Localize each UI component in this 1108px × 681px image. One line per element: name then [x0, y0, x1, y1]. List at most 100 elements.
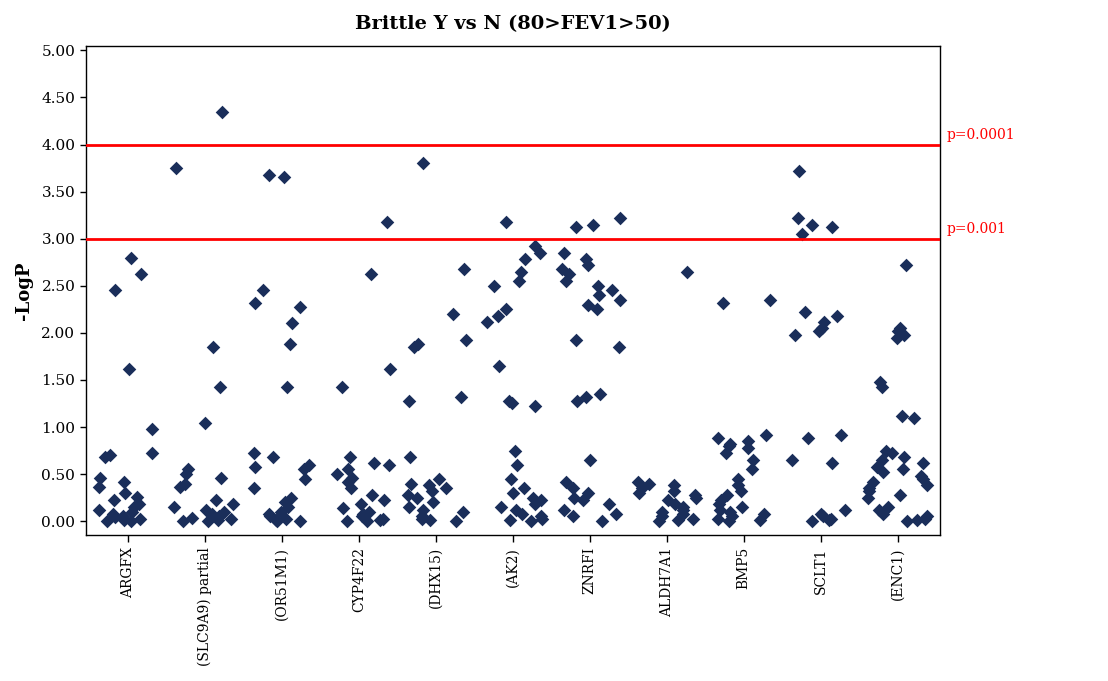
Point: [507, 505, 525, 516]
Point: [873, 382, 891, 393]
Point: [870, 505, 888, 516]
Point: [362, 269, 380, 280]
Point: [783, 454, 801, 465]
Point: [718, 490, 736, 501]
Point: [400, 395, 418, 406]
Point: [276, 497, 294, 508]
Point: [557, 276, 575, 287]
Point: [291, 516, 309, 526]
Point: [532, 495, 550, 506]
Point: [628, 476, 646, 487]
Point: [874, 508, 892, 519]
Point: [810, 326, 828, 336]
Point: [868, 461, 885, 472]
Point: [879, 502, 896, 513]
Point: [90, 482, 107, 493]
Point: [515, 483, 533, 494]
Point: [739, 436, 757, 447]
Point: [733, 502, 751, 513]
Point: [577, 392, 595, 402]
Point: [533, 514, 551, 525]
Point: [659, 495, 677, 506]
Point: [883, 448, 901, 459]
Point: [203, 508, 220, 519]
Point: [815, 316, 833, 327]
Point: [721, 507, 739, 518]
Point: [565, 492, 583, 503]
Point: [891, 490, 909, 501]
Point: [197, 505, 215, 516]
Point: [413, 158, 431, 169]
Point: [504, 488, 522, 498]
Point: [277, 514, 295, 525]
Point: [283, 492, 300, 503]
Point: [300, 459, 318, 470]
Point: [555, 247, 573, 258]
Point: [105, 495, 123, 506]
Point: [378, 217, 396, 227]
Point: [176, 478, 194, 489]
Point: [352, 511, 370, 522]
Point: [513, 508, 531, 519]
Point: [106, 512, 124, 523]
Point: [246, 483, 264, 494]
Point: [743, 454, 761, 465]
Point: [254, 285, 271, 296]
Point: [516, 254, 534, 265]
Point: [709, 514, 727, 525]
Point: [729, 480, 747, 491]
Point: [246, 461, 264, 472]
Point: [381, 459, 399, 470]
Point: [92, 473, 110, 484]
Point: [204, 342, 222, 353]
Point: [555, 505, 573, 516]
Point: [339, 476, 357, 487]
Point: [860, 492, 878, 503]
Point: [914, 458, 932, 469]
Point: [267, 515, 285, 526]
Title: Brittle Y vs N (80>FEV1>50): Brittle Y vs N (80>FEV1>50): [355, 15, 670, 33]
Point: [526, 401, 544, 412]
Point: [130, 498, 147, 509]
Point: [268, 516, 286, 526]
Point: [832, 429, 850, 440]
Point: [742, 464, 760, 475]
Point: [640, 478, 658, 489]
Point: [335, 503, 352, 513]
Point: [522, 516, 540, 526]
Text: p=0.001: p=0.001: [947, 222, 1007, 236]
Point: [526, 498, 544, 509]
Point: [265, 452, 283, 462]
Point: [711, 505, 729, 516]
Point: [213, 473, 230, 484]
Point: [452, 392, 470, 402]
Point: [492, 502, 510, 513]
Point: [123, 507, 141, 518]
Point: [500, 395, 517, 406]
Point: [352, 498, 370, 509]
Point: [669, 515, 687, 526]
Point: [820, 515, 838, 526]
Point: [799, 433, 817, 444]
Point: [283, 318, 300, 329]
Point: [761, 294, 779, 305]
Point: [409, 338, 427, 349]
Point: [414, 505, 432, 516]
Point: [579, 259, 597, 270]
Point: [353, 508, 371, 519]
Point: [912, 471, 930, 481]
Point: [568, 395, 586, 406]
Point: [455, 264, 473, 274]
Point: [588, 281, 606, 291]
Point: [503, 398, 521, 409]
Point: [891, 323, 909, 334]
Point: [90, 505, 107, 516]
Point: [561, 269, 578, 280]
Point: [342, 473, 360, 484]
Point: [198, 516, 216, 526]
Point: [363, 490, 381, 501]
Point: [889, 332, 906, 343]
Point: [454, 507, 472, 518]
Point: [873, 454, 891, 465]
Point: [174, 516, 192, 526]
